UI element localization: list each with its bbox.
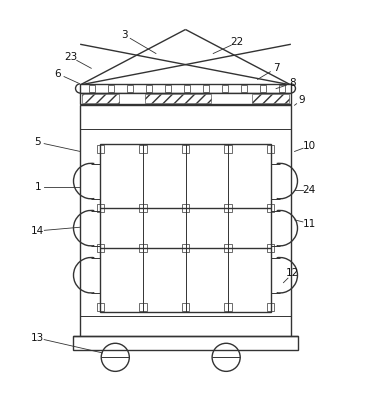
Bar (80, 93, 291, 104)
Bar (279, 85, 285, 92)
Bar (222, 85, 228, 92)
Bar (242, 85, 247, 92)
Bar (145, 94, 211, 103)
Bar (97, 244, 104, 253)
Bar (165, 85, 171, 92)
Text: 6: 6 (55, 69, 61, 79)
Text: 5: 5 (35, 137, 41, 147)
Bar (182, 303, 189, 311)
Bar (139, 244, 147, 253)
Text: 11: 11 (303, 219, 316, 229)
Bar (224, 145, 232, 153)
Bar (97, 145, 104, 153)
Bar (260, 85, 266, 92)
Bar (267, 145, 274, 153)
Bar (267, 204, 274, 212)
Bar (267, 303, 274, 311)
Bar (224, 204, 232, 212)
Bar (89, 85, 95, 92)
Text: 10: 10 (303, 141, 316, 151)
Bar (224, 244, 232, 253)
Bar (82, 94, 119, 103)
Bar (203, 85, 209, 92)
Bar (80, 105, 291, 336)
Bar (139, 145, 147, 153)
Text: 13: 13 (31, 333, 44, 343)
Text: 3: 3 (121, 30, 128, 40)
Bar (182, 244, 189, 253)
Bar (127, 85, 133, 92)
Bar (147, 85, 152, 92)
Text: 22: 22 (231, 38, 244, 47)
Text: 9: 9 (299, 95, 305, 105)
Bar (184, 85, 190, 92)
Bar (97, 204, 104, 212)
Bar (182, 204, 189, 212)
Text: 1: 1 (35, 182, 41, 192)
Bar (252, 94, 289, 103)
Text: 14: 14 (31, 226, 44, 236)
Bar (73, 336, 298, 350)
Bar (139, 204, 147, 212)
Bar (224, 303, 232, 311)
Text: 23: 23 (64, 52, 78, 62)
Text: 8: 8 (289, 78, 296, 88)
Bar (80, 84, 291, 93)
Bar (108, 85, 114, 92)
Text: 7: 7 (273, 63, 279, 73)
Bar (139, 303, 147, 311)
Bar (97, 303, 104, 311)
Bar (101, 144, 270, 312)
Text: 24: 24 (303, 185, 316, 195)
Bar (267, 244, 274, 253)
Bar (182, 145, 189, 153)
Text: 12: 12 (286, 269, 299, 279)
